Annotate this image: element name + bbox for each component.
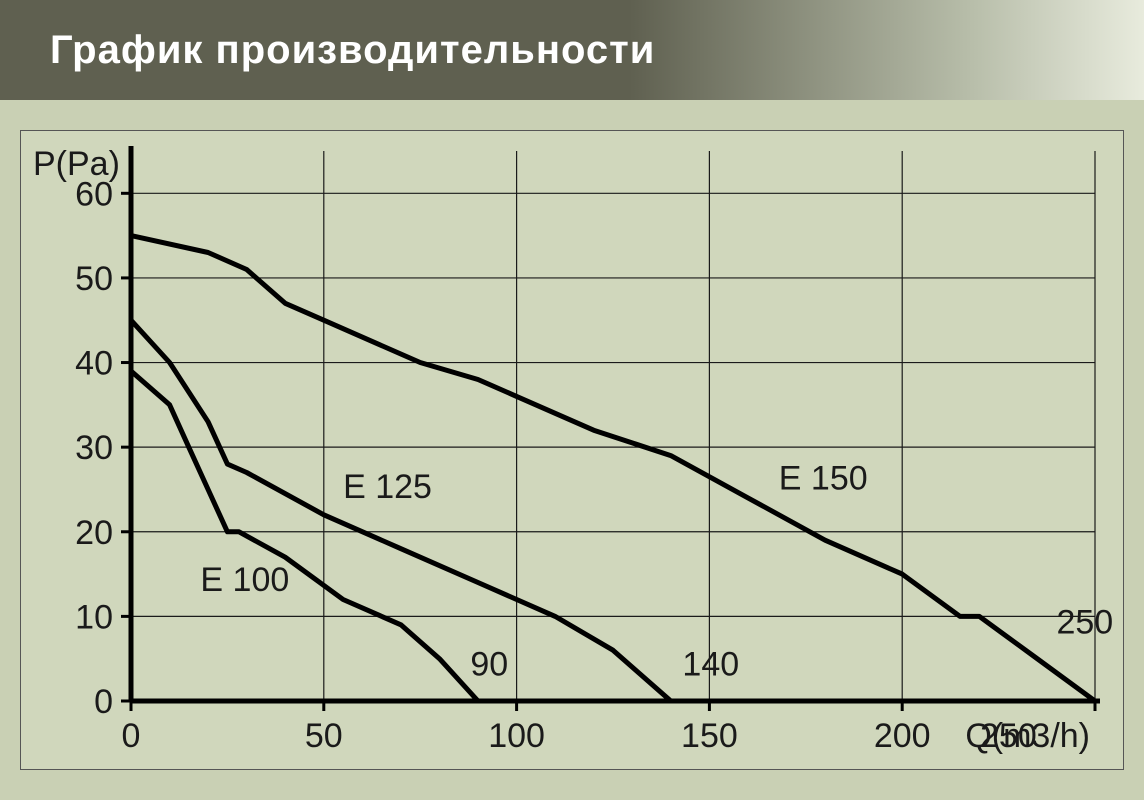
x-tick-label: 200 [874, 717, 931, 755]
series-e-150 [131, 236, 1095, 701]
chart-svg: 0102030405060050100150200250P(Pa)Q(m3/h)… [21, 131, 1125, 771]
y-tick-label: 40 [75, 345, 113, 383]
series-e-125 [131, 320, 671, 701]
series-label: E 100 [200, 561, 289, 599]
series-label: E 150 [779, 459, 868, 497]
x-tick-label: 150 [681, 717, 738, 755]
y-tick-label: 20 [75, 514, 113, 552]
y-tick-label: 30 [75, 429, 113, 467]
x-tick-label: 50 [305, 717, 343, 755]
header-title: График производительности [50, 28, 655, 73]
y-tick-label: 0 [94, 683, 113, 721]
y-tick-label: 50 [75, 260, 113, 298]
x-tick-label: 0 [122, 717, 141, 755]
series-e-100 [131, 371, 478, 701]
series-terminal-label: 250 [1056, 603, 1113, 641]
y-axis-label: P(Pa) [33, 145, 120, 183]
y-tick-label: 10 [75, 598, 113, 636]
performance-chart: 0102030405060050100150200250P(Pa)Q(m3/h)… [20, 130, 1124, 770]
series-terminal-label: 140 [682, 646, 739, 684]
x-tick-label: 100 [488, 717, 545, 755]
series-terminal-label: 90 [470, 646, 508, 684]
x-axis-label: Q(m3/h) [965, 717, 1090, 755]
header-bar: График производительности [0, 0, 1144, 100]
series-label: E 125 [343, 468, 432, 506]
